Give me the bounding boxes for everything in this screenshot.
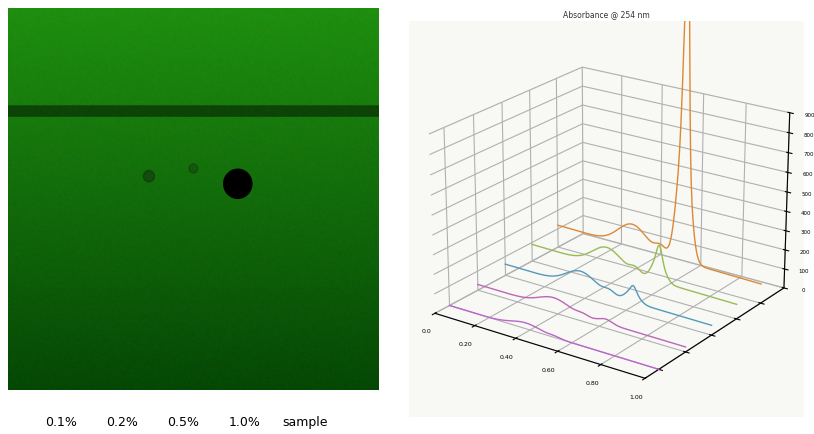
Text: 0.5%: 0.5% xyxy=(167,415,199,428)
Circle shape xyxy=(224,170,252,199)
Text: 1.0%: 1.0% xyxy=(228,415,260,428)
Text: 0.1%: 0.1% xyxy=(45,415,77,428)
Circle shape xyxy=(143,171,155,182)
Text: 0.2%: 0.2% xyxy=(106,415,138,428)
Title: Absorbance @ 254 nm: Absorbance @ 254 nm xyxy=(563,10,650,20)
Text: sample: sample xyxy=(282,415,328,428)
Circle shape xyxy=(189,164,198,174)
